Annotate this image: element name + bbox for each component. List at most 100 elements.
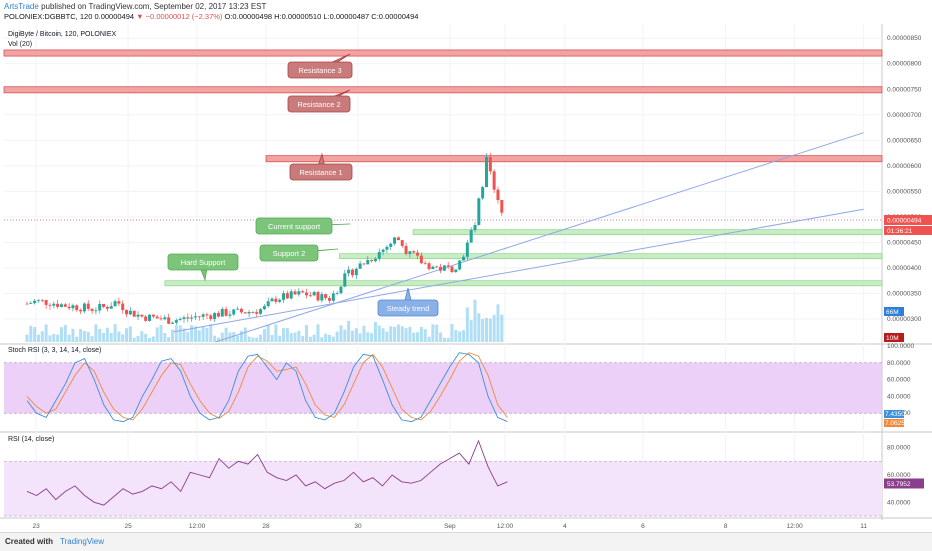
candle-body xyxy=(282,293,286,300)
volume-bar xyxy=(121,334,125,342)
volume-bar xyxy=(125,328,129,342)
volume-bar xyxy=(423,329,427,342)
volume-bar xyxy=(186,332,190,342)
author-link[interactable]: ArtsTrade xyxy=(4,2,39,11)
volume-bar xyxy=(48,335,52,342)
volume-bar xyxy=(90,336,94,342)
candle-body xyxy=(278,299,282,302)
volume-bar xyxy=(431,324,435,342)
volume-bars xyxy=(25,299,504,342)
volume-bar xyxy=(243,327,247,342)
trendline[interactable] xyxy=(173,208,864,333)
volume-bar xyxy=(320,337,324,342)
tradingview-brand[interactable]: TradingView xyxy=(60,537,105,546)
candle-body xyxy=(343,273,347,287)
candle-body xyxy=(454,269,458,272)
candle-body xyxy=(373,258,377,262)
chart-canvas[interactable]: Resistance 3 Resistance 2 Resistance 1 Curr… xyxy=(0,24,932,532)
volume-bar xyxy=(377,325,381,342)
stoch-tick-label: 60.0000 xyxy=(887,377,911,384)
volume-bar xyxy=(419,326,423,342)
stoch-series-line xyxy=(26,352,508,421)
candle-body xyxy=(446,265,450,267)
volume-bar xyxy=(282,328,286,342)
candle-body xyxy=(82,303,86,312)
candle-body xyxy=(94,310,98,312)
volume-bar xyxy=(416,332,420,342)
candle-body xyxy=(236,308,240,310)
candle-body xyxy=(48,304,52,306)
volume-bar xyxy=(308,336,312,342)
volume-bar xyxy=(98,329,102,342)
candle-body xyxy=(400,240,404,246)
candle-body xyxy=(473,224,477,231)
callout-box[interactable] xyxy=(289,163,353,181)
price-tick-label: 0.00000450 xyxy=(887,239,922,246)
x-tick-label: 12:00 xyxy=(497,523,514,530)
volume-bar xyxy=(435,324,439,342)
callout-box[interactable] xyxy=(377,299,439,317)
volume-bar xyxy=(362,325,366,342)
candle-body xyxy=(71,305,75,309)
candle-body xyxy=(151,314,155,317)
candle-body xyxy=(477,198,481,225)
annotations[interactable]: Resistance 3 Resistance 2 Resistance 1 Curr… xyxy=(167,53,439,317)
symbol-line: POLONIEX:DGBBTC, 120 0.00000494 ▼ −0.000… xyxy=(4,12,418,21)
rsi-title: RSI (14, close) xyxy=(8,436,54,443)
candle-body xyxy=(220,309,224,317)
callout-box[interactable] xyxy=(287,95,351,113)
callout-box[interactable] xyxy=(255,217,333,235)
volume-bar xyxy=(56,334,60,342)
callout-box[interactable] xyxy=(167,253,239,271)
volume-bar xyxy=(36,334,40,342)
stoch-rsi-title: Stoch RSI (3, 3, 14, 14, close) xyxy=(8,347,101,354)
candle-body xyxy=(125,310,129,315)
candle-body xyxy=(121,303,125,311)
candle-body xyxy=(347,269,351,274)
callout-text: Current support xyxy=(268,222,321,231)
volume-bar xyxy=(481,318,485,342)
volume-tag-text: 10M xyxy=(886,335,899,342)
callout-box[interactable] xyxy=(259,244,319,262)
volume-bar xyxy=(155,327,159,342)
volume-bar xyxy=(220,332,224,342)
candle-body xyxy=(44,300,48,305)
candle-body xyxy=(439,266,443,271)
candle-body xyxy=(52,303,56,306)
volume-bar xyxy=(144,333,148,342)
stoch-rsi-pane xyxy=(4,352,882,423)
trendline[interactable] xyxy=(215,132,864,343)
chart-header: ArtsTrade published on TradingView.com, … xyxy=(0,0,932,24)
candles xyxy=(25,153,504,325)
candle-body xyxy=(132,310,136,317)
rsi-tick-label: 40.0000 xyxy=(887,499,911,506)
volume-bar xyxy=(458,331,462,342)
candle-body xyxy=(358,263,362,269)
candle-body xyxy=(462,256,466,261)
volume-bar xyxy=(33,327,37,342)
volume-bar xyxy=(193,326,197,342)
last-price-tag xyxy=(884,214,932,225)
candle-body xyxy=(193,316,197,318)
trendlines[interactable] xyxy=(173,132,864,343)
x-tick-label: 12:00 xyxy=(787,523,804,530)
callout-text: Resistance 2 xyxy=(297,100,340,109)
candle-body xyxy=(293,291,297,295)
volume-bar xyxy=(473,299,477,342)
stoch-k-tag xyxy=(884,410,904,418)
volume-bar xyxy=(285,328,289,342)
callout-text: Support 2 xyxy=(273,249,306,258)
volume-bar xyxy=(232,332,236,342)
volume-bar xyxy=(278,335,282,342)
candle-body xyxy=(377,252,381,259)
candle-body xyxy=(331,293,335,301)
volume-bar xyxy=(201,327,205,342)
resistance-band xyxy=(3,86,883,94)
candle-body xyxy=(362,263,366,265)
x-tick-label: 11 xyxy=(860,523,867,530)
candle-body xyxy=(381,249,385,253)
callout-box[interactable] xyxy=(287,61,353,79)
volume-bar xyxy=(75,336,79,342)
candle-body xyxy=(190,317,194,319)
ohlc-values: O:0.00000498 H:0.00000510 L:0.00000487 C… xyxy=(224,12,419,21)
